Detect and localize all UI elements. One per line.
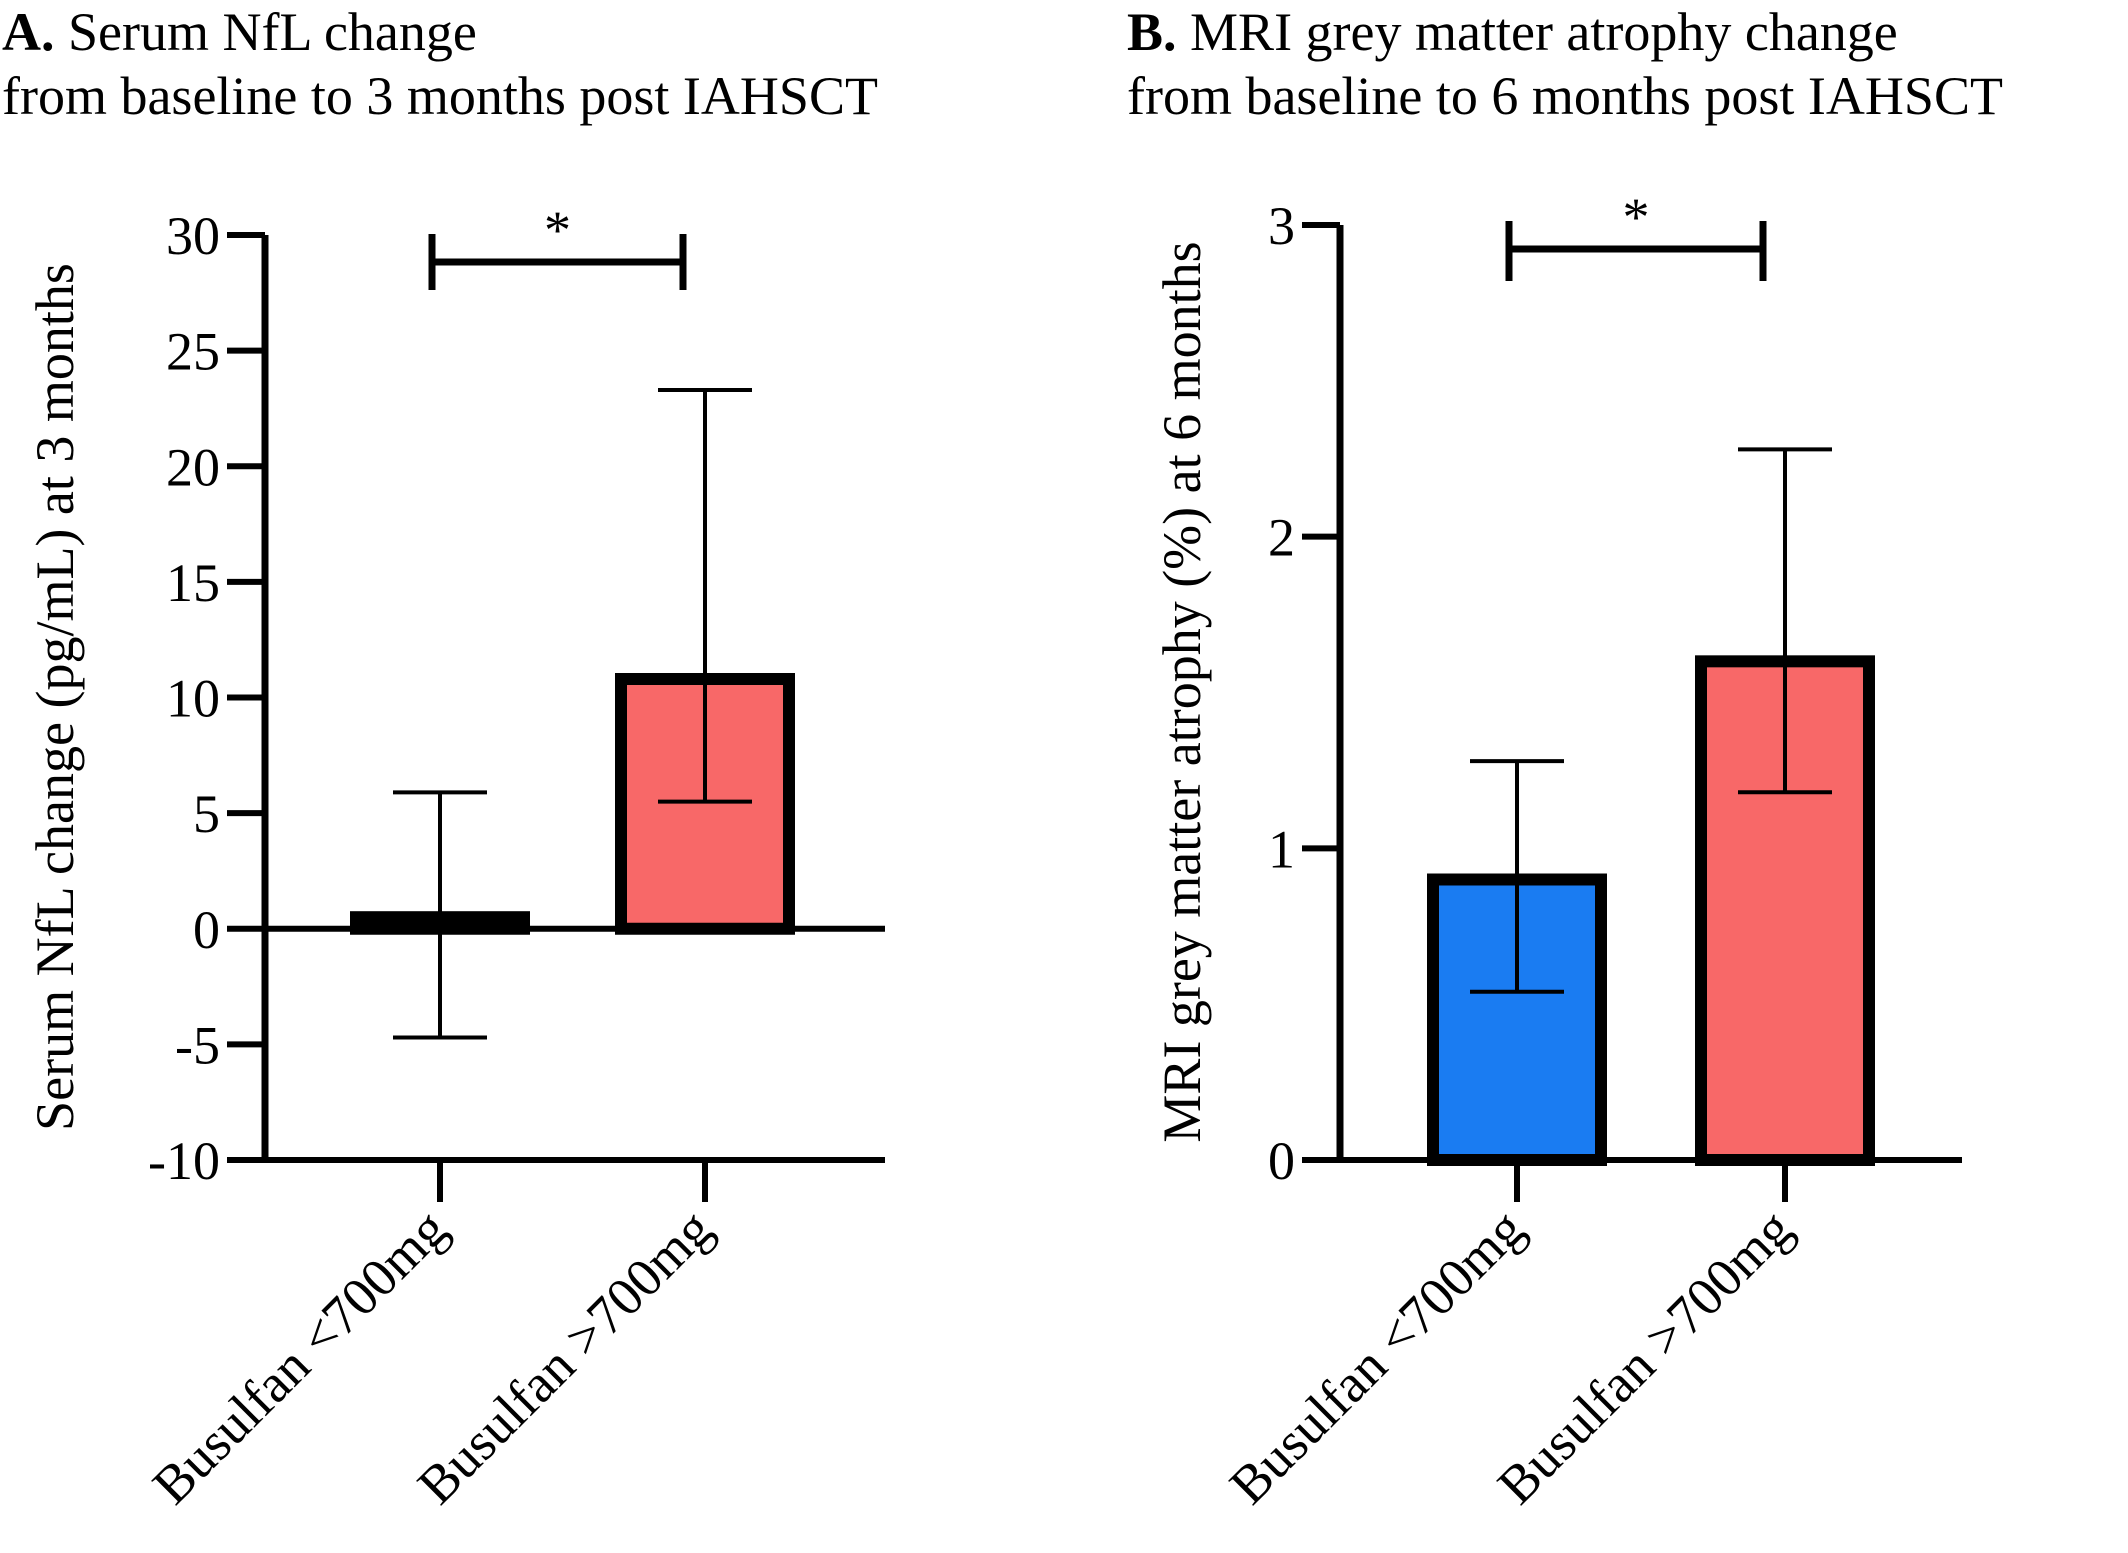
panel-a-title-line2: from baseline to 3 months post IAHSCT xyxy=(2,66,878,126)
panel-b-title-line1: MRI grey matter atrophy change xyxy=(1190,2,1898,62)
panel-b-letter: B. xyxy=(1127,2,1177,62)
y-axis-label: Serum NfL change (pg/mL) at 3 months xyxy=(25,263,85,1131)
y-tick-label: 10 xyxy=(166,669,220,729)
y-tick-label: 1 xyxy=(1268,819,1295,879)
panel-b-title-line2: from baseline to 6 months post IAHSCT xyxy=(1127,66,2003,126)
y-tick-label: -10 xyxy=(148,1131,220,1191)
y-tick-label: 3 xyxy=(1268,196,1295,256)
y-axis-label: MRI grey matter atrophy (%) at 6 months xyxy=(1152,241,1212,1142)
panel-a-letter: A. xyxy=(2,2,55,62)
significance-label: * xyxy=(1623,187,1650,247)
x-category-label: Busulfan >700mg xyxy=(1486,1198,1803,1515)
y-tick-label: 0 xyxy=(193,900,220,960)
x-category-label: Busulfan <700mg xyxy=(1218,1198,1535,1515)
y-tick-label: 2 xyxy=(1268,508,1295,568)
significance-label: * xyxy=(544,200,571,260)
y-tick-label: 0 xyxy=(1268,1131,1295,1191)
y-tick-label: 30 xyxy=(166,206,220,266)
y-tick-label: 25 xyxy=(166,322,220,382)
y-tick-label: -5 xyxy=(175,1015,220,1075)
panel-a-title: A. Serum NfL change from baseline to 3 m… xyxy=(2,0,878,128)
x-category-label: Busulfan >700mg xyxy=(406,1198,723,1515)
y-tick-label: 15 xyxy=(166,553,220,613)
y-tick-label: 20 xyxy=(166,437,220,497)
panel-a-title-line1: Serum NfL change xyxy=(68,2,477,62)
y-tick-label: 5 xyxy=(193,784,220,844)
panel-b-title: B. MRI grey matter atrophy change from b… xyxy=(1127,0,2003,128)
